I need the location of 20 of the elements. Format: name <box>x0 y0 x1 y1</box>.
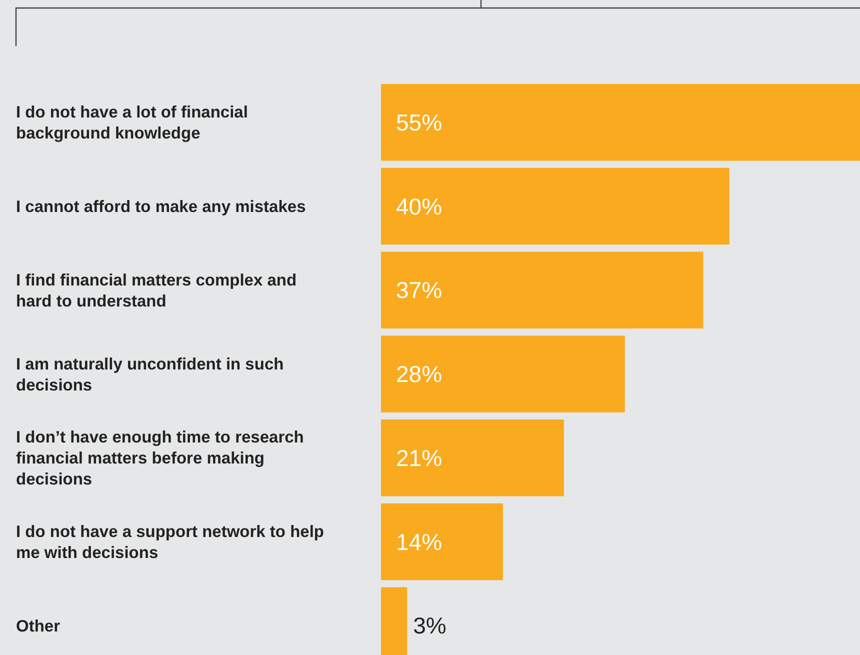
y-tick-label: I do not have a support network to help me with decisions <box>16 523 324 562</box>
data-label: 3% <box>413 612 446 639</box>
y-tick-label: I do not have a lot of financial background knowledge <box>16 104 248 143</box>
bar <box>381 336 625 412</box>
bar <box>381 420 564 496</box>
y-tick-label: I don’t have enough time to research financial matters before making decisions <box>16 428 304 489</box>
data-label: 21% <box>396 444 442 471</box>
data-label: 14% <box>396 528 442 555</box>
data-label: 37% <box>396 277 442 304</box>
bar <box>381 503 503 580</box>
data-label: 40% <box>396 193 442 220</box>
y-tick-label: I am naturally unconfident in such decisions <box>16 355 284 394</box>
y-tick-label: I find financial matters complex and hard to understand <box>16 271 297 310</box>
data-label: 55% <box>396 109 442 136</box>
bar <box>381 252 704 328</box>
bar <box>381 84 860 161</box>
y-tick-label: Other <box>16 617 61 636</box>
data-label: 28% <box>396 361 442 388</box>
y-tick-label: I cannot afford to make any mistakes <box>16 198 306 216</box>
bar <box>381 168 730 245</box>
